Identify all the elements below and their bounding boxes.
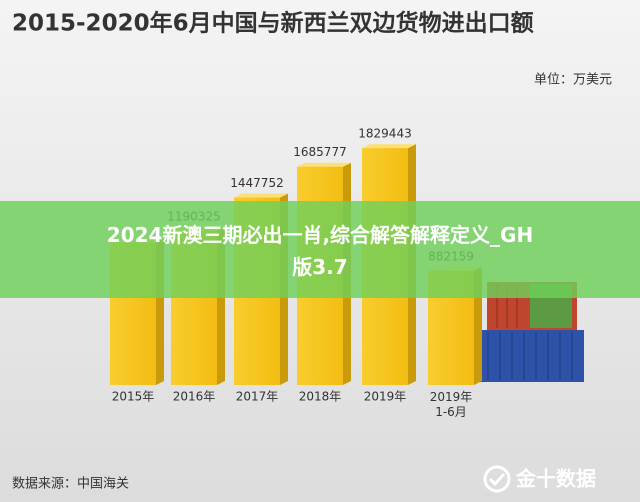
x-tick-label: 2015年 bbox=[112, 390, 155, 404]
value-label: 1447752 bbox=[230, 176, 283, 190]
banner-text: 2024新澳三期必出一肖,综合解答解释定义_GH 版3.7 bbox=[107, 223, 533, 279]
unit-label: 单位：万美元 bbox=[534, 73, 612, 88]
source-label: 数据来源：中国海关 bbox=[12, 477, 129, 492]
bar-top bbox=[297, 162, 351, 167]
bar-top bbox=[234, 193, 288, 198]
x-tick-label: 2016年 bbox=[173, 390, 216, 404]
x-tick-label: 2019年 bbox=[364, 390, 407, 404]
containers bbox=[478, 282, 584, 382]
value-label: 1829443 bbox=[358, 127, 411, 141]
x-tick-label: 2019年 1-6月 bbox=[430, 390, 473, 419]
watermark: 金十数据 bbox=[515, 467, 596, 491]
watermark-logo bbox=[483, 465, 511, 493]
value-label: 1685777 bbox=[293, 145, 346, 159]
x-tick-label: 2017年 bbox=[236, 390, 279, 404]
banner bbox=[0, 201, 640, 298]
x-tick-label: 2018年 bbox=[299, 390, 342, 404]
chart-title: 2015-2020年6月中国与新西兰双边货物进出口额 bbox=[12, 10, 534, 37]
bar-top bbox=[362, 144, 416, 149]
